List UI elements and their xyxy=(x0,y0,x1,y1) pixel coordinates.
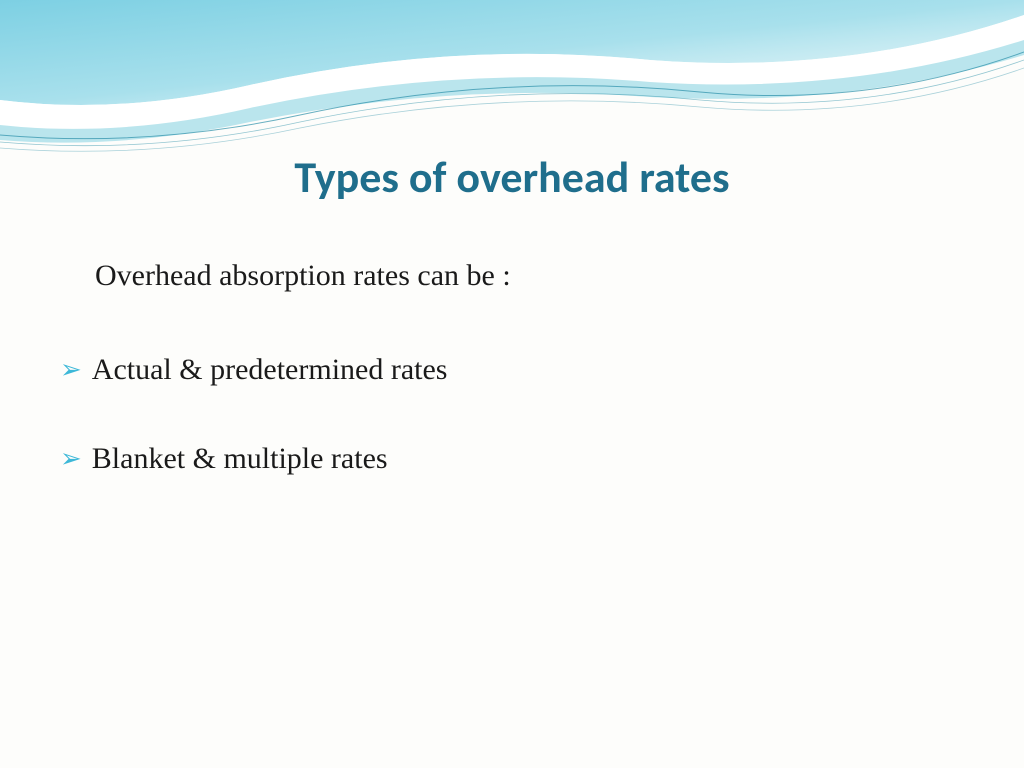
bullet-text: Actual & predetermined rates xyxy=(92,353,448,387)
list-item: ➢ Actual & predetermined rates xyxy=(60,353,1024,387)
list-item: ➢ Blanket & multiple rates xyxy=(60,442,1024,476)
bullet-marker-icon: ➢ xyxy=(60,444,82,474)
bullet-marker-icon: ➢ xyxy=(60,355,82,385)
slide-content: Types of overhead rates Overhead absorpt… xyxy=(0,0,1024,476)
slide-title: Types of overhead rates xyxy=(0,150,1024,204)
bullet-list: ➢ Actual & predetermined rates ➢ Blanket… xyxy=(60,353,1024,476)
intro-text: Overhead absorption rates can be : xyxy=(95,259,1024,293)
bullet-text: Blanket & multiple rates xyxy=(92,442,388,476)
